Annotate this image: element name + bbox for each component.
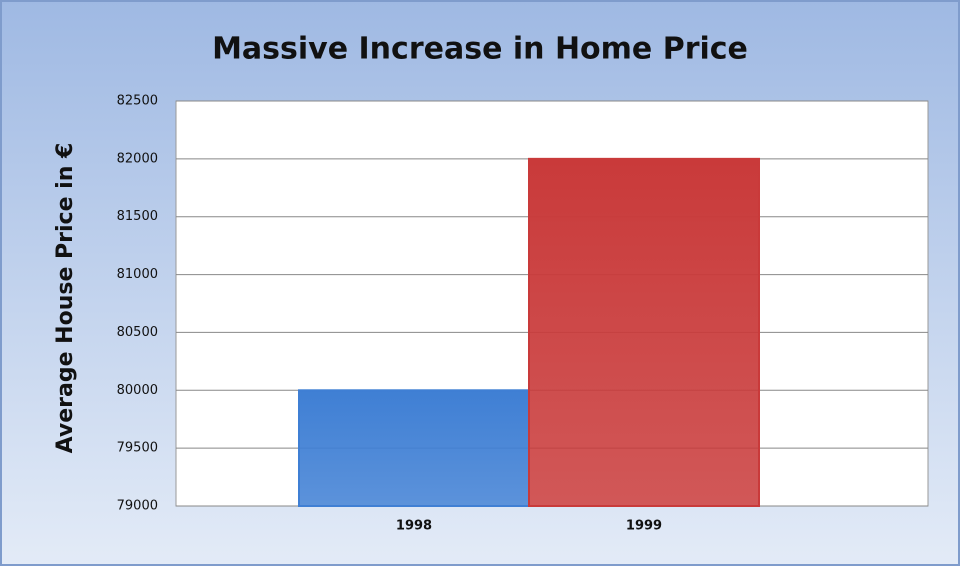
y-tick-label: 80500 [117, 325, 158, 340]
x-tick-label: 1998 [396, 519, 432, 534]
chart-title: Massive Increase in Home Price [212, 32, 748, 67]
y-tick-label: 82000 [117, 151, 158, 166]
bar [298, 389, 530, 507]
y-tick-label: 81000 [117, 267, 158, 282]
y-tick-label: 80000 [117, 383, 158, 398]
y-tick-label: 79500 [117, 441, 158, 456]
y-tick-label: 81500 [117, 209, 158, 224]
y-tick-label: 79000 [117, 499, 158, 514]
bar [528, 157, 760, 507]
x-tick-label: 1999 [626, 519, 662, 534]
y-axis-label: Average House Price in € [53, 143, 78, 454]
y-tick-label: 82500 [117, 94, 158, 109]
